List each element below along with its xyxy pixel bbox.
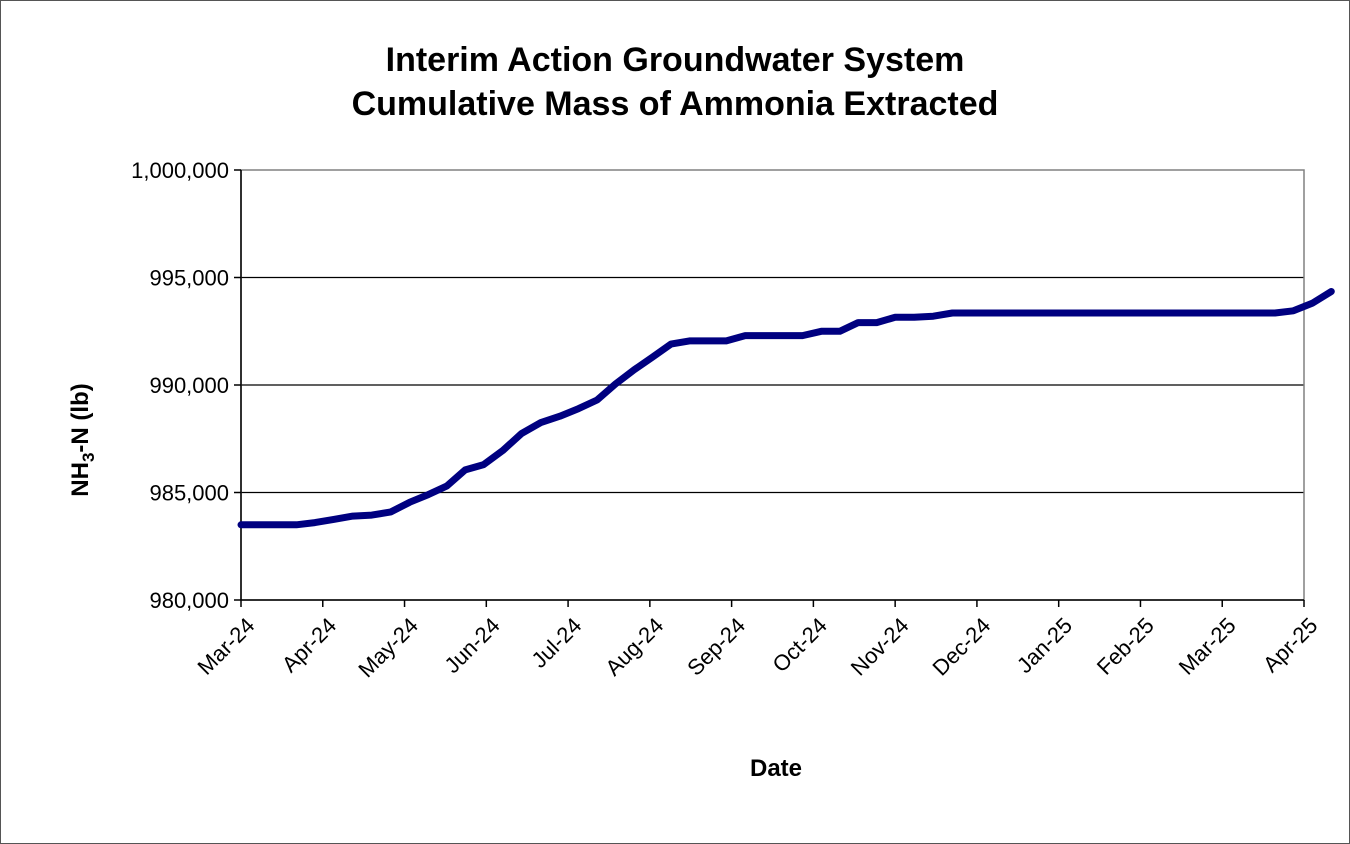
y-axis-title-rest: -N (lb)	[67, 383, 94, 452]
x-tick-label: Aug-24	[600, 613, 668, 681]
gridlines	[241, 276, 1304, 494]
y-axis-title-main: NH	[67, 462, 94, 497]
chart-title-line-2: Cumulative Mass of Ammonia Extracted	[351, 85, 999, 123]
x-axis-title: Date	[750, 755, 802, 782]
x-tick-label: Sep-24	[682, 613, 750, 681]
x-tick-label: Nov-24	[846, 613, 914, 681]
series-line	[237, 288, 1335, 529]
x-axis: Mar-24 Apr-24 May-24 Jun-24 Jul-24 Aug-24 Sep-…	[192, 599, 1322, 683]
x-tick-label: Jan-25	[1012, 613, 1077, 678]
x-tick-label: Jul-24	[526, 613, 586, 673]
y-axis: 980,000 985,000 990,000 995,000 1,000,000	[131, 158, 242, 613]
y-tick-label: 990,000	[149, 373, 229, 398]
x-tick-label: Apr-25	[1258, 613, 1322, 677]
x-tick-label: Mar-24	[192, 613, 259, 680]
x-tick-label: Oct-24	[767, 613, 831, 677]
x-tick-label: Feb-25	[1092, 613, 1159, 680]
chart-title-line-1: Interim Action Groundwater System	[385, 41, 965, 79]
x-tick-label: May-24	[353, 613, 423, 683]
y-tick-label: 1,000,000	[131, 158, 229, 183]
y-tick-label: 995,000	[149, 266, 229, 291]
y-tick-label: 985,000	[149, 481, 229, 506]
x-tick-label: Apr-24	[277, 613, 341, 677]
y-tick-label: 980,000	[149, 588, 229, 613]
x-tick-label: Jun-24	[439, 613, 504, 678]
x-tick-label: Dec-24	[928, 613, 996, 681]
y-axis-title-subscript: 3	[79, 453, 98, 462]
x-tick-label: Mar-25	[1174, 613, 1241, 680]
y-axis-title: NH3-N (lb)	[67, 383, 98, 496]
